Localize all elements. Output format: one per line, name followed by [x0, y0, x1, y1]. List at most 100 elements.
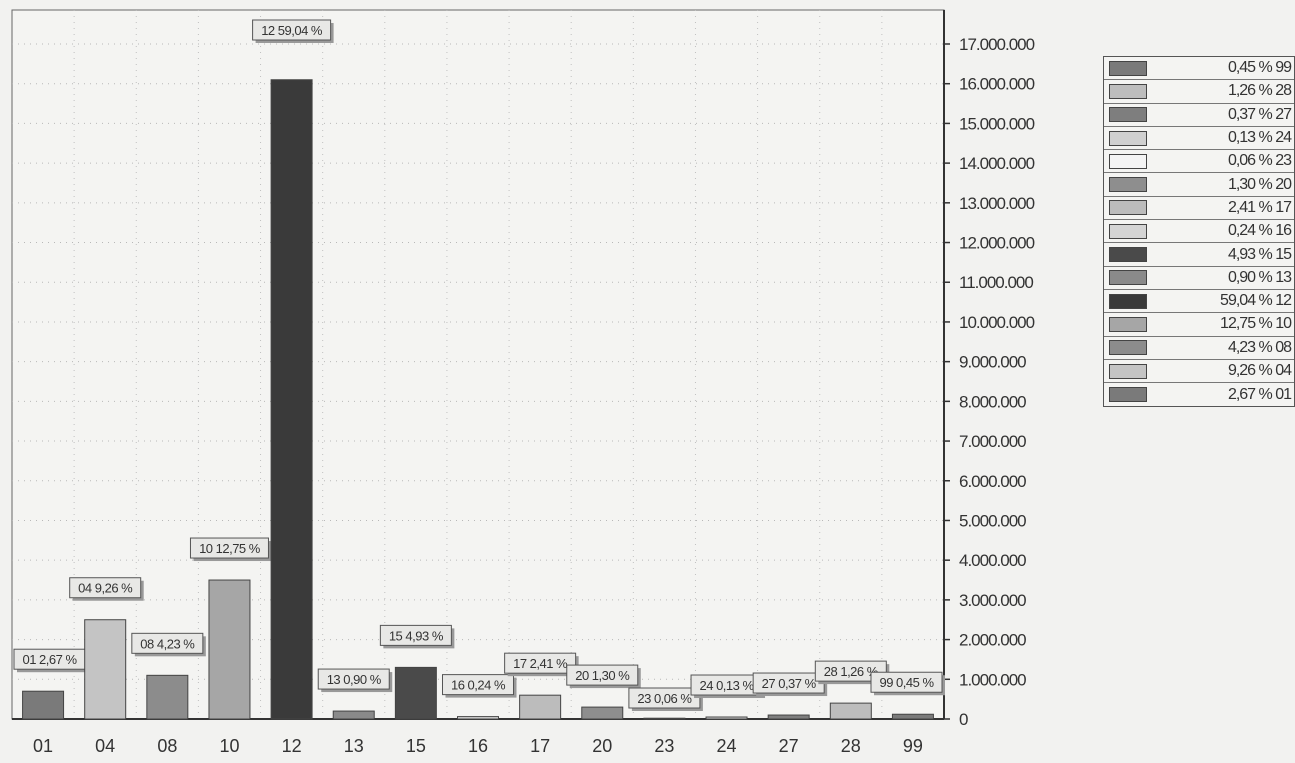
- y-tick-label: 16.000.000: [959, 75, 1035, 94]
- legend-item: 4,23 % 08: [1104, 337, 1294, 360]
- legend-label: 0,06 % 23: [1227, 152, 1292, 170]
- data-label: 23 0,06 %: [637, 691, 692, 706]
- legend-label: 2,41 % 17: [1227, 198, 1292, 216]
- y-tick-label: 0: [959, 710, 968, 729]
- data-label: 17 2,41 %: [513, 656, 568, 671]
- y-tick-label: 13.000.000: [959, 194, 1035, 213]
- legend-label: 0,24 % 16: [1227, 222, 1292, 240]
- data-label: 99 0,45 %: [879, 675, 934, 690]
- legend-swatch: [1109, 223, 1147, 239]
- legend-item: 0,37 % 27: [1104, 104, 1294, 127]
- x-tick-label: 20: [592, 736, 612, 756]
- y-tick-label: 6.000.000: [959, 472, 1026, 491]
- y-tick-label: 17.000.000: [959, 35, 1035, 54]
- legend-label: 4,23 % 08: [1227, 338, 1292, 356]
- bar-28: [829, 702, 872, 720]
- legend-item: 2,41 % 17: [1104, 197, 1294, 221]
- data-label: 16 0,24 %: [451, 678, 506, 693]
- bar-10: [208, 579, 251, 720]
- data-label: 27 0,37 %: [762, 676, 817, 691]
- data-label-box: [814, 660, 887, 682]
- data-label-box: [379, 624, 452, 646]
- data-label: 24 0,13 %: [700, 678, 755, 693]
- y-tick-label: 2.000.000: [959, 631, 1026, 650]
- y-tick-label: 3.000.000: [959, 591, 1026, 610]
- data-label-box: [566, 664, 639, 686]
- data-label: 04 9,26 %: [78, 581, 133, 596]
- data-label: 01 2,67 %: [22, 652, 77, 667]
- y-tick-label: 14.000.000: [959, 154, 1035, 173]
- x-tick-label: 27: [779, 736, 799, 756]
- legend-item: 12,75 % 10: [1104, 313, 1294, 337]
- legend-swatch: [1109, 363, 1147, 379]
- legend-item: 1,30 % 20: [1104, 173, 1294, 197]
- bar-08: [146, 674, 189, 720]
- chart-legend: 0,45 % 99 1,26 % 28 0,37 % 27 0,13 % 24 0,06…: [1103, 56, 1295, 408]
- legend-swatch: [1109, 130, 1147, 146]
- x-tick-label: 08: [157, 736, 177, 756]
- y-tick-label: 4.000.000: [959, 551, 1026, 570]
- x-tick-label: 13: [344, 736, 364, 756]
- x-tick-label: 12: [282, 736, 302, 756]
- legend-swatch: [1109, 247, 1147, 263]
- y-tick-label: 12.000.000: [959, 234, 1035, 253]
- bar-16: [457, 716, 499, 720]
- legend-item: 9,26 % 04: [1104, 360, 1294, 384]
- y-tick-label: 5.000.000: [959, 511, 1026, 530]
- data-label: 12 59,04 %: [261, 23, 323, 38]
- bar-13: [332, 710, 375, 720]
- x-tick-label: 99: [903, 736, 923, 756]
- legend-swatch: [1109, 387, 1147, 403]
- data-label-box: [504, 652, 577, 674]
- x-tick-label: 17: [530, 736, 550, 756]
- data-label: 15 4,93 %: [389, 628, 444, 643]
- legend-item: 59,04 % 12: [1104, 290, 1294, 314]
- x-tick-label: 04: [95, 736, 115, 756]
- x-tick-label: 10: [219, 736, 239, 756]
- x-tick-label: 23: [654, 736, 674, 756]
- bar-12: [270, 79, 313, 720]
- data-label-box: [317, 668, 390, 690]
- y-tick-label: 15.000.000: [959, 114, 1035, 133]
- legend-swatch: [1109, 270, 1147, 286]
- bar-24: [705, 716, 748, 720]
- legend-item: 0,13 % 24: [1104, 127, 1294, 151]
- y-tick-label: 8.000.000: [959, 392, 1026, 411]
- bar-01: [22, 690, 65, 720]
- legend-swatch: [1109, 60, 1147, 76]
- legend-item: 0,06 % 23: [1104, 150, 1294, 174]
- legend-item: 0,24 % 16: [1104, 220, 1294, 244]
- legend-item: 2,67 % 01: [1104, 383, 1294, 406]
- bar-04: [84, 619, 127, 720]
- legend-swatch: [1109, 177, 1147, 193]
- legend-label: 0,90 % 13: [1227, 268, 1292, 286]
- legend-swatch: [1109, 340, 1147, 356]
- data-label: 28 1,26 %: [824, 664, 879, 679]
- x-tick-label: 24: [717, 736, 737, 756]
- y-tick-label: 1.000.000: [959, 670, 1026, 689]
- bar-27: [767, 714, 810, 720]
- x-tick-label: 01: [33, 736, 53, 756]
- legend-label: 0,45 % 99: [1227, 59, 1292, 77]
- legend-item: 1,26 % 28: [1104, 80, 1294, 104]
- data-label-box: [69, 577, 142, 599]
- legend-swatch: [1109, 83, 1147, 99]
- legend-item: 4,93 % 15: [1104, 243, 1294, 267]
- legend-swatch: [1109, 293, 1147, 309]
- legend-label: 9,26 % 04: [1227, 362, 1292, 379]
- x-tick-label: 28: [841, 736, 861, 756]
- legend-label: 2,67 % 01: [1227, 385, 1292, 403]
- data-label-box: [442, 674, 514, 696]
- data-label: 08 4,23 %: [140, 636, 195, 651]
- bar-23: [643, 717, 686, 720]
- data-label-box: [870, 671, 943, 693]
- bar-99: [891, 713, 934, 720]
- bar-20: [581, 706, 624, 720]
- legend-swatch: [1109, 107, 1147, 123]
- legend-swatch: [1109, 153, 1147, 169]
- data-label: 20 1,30 %: [575, 668, 630, 683]
- data-label: 13 0,90 %: [327, 672, 382, 687]
- legend-label: 0,13 % 24: [1227, 129, 1292, 147]
